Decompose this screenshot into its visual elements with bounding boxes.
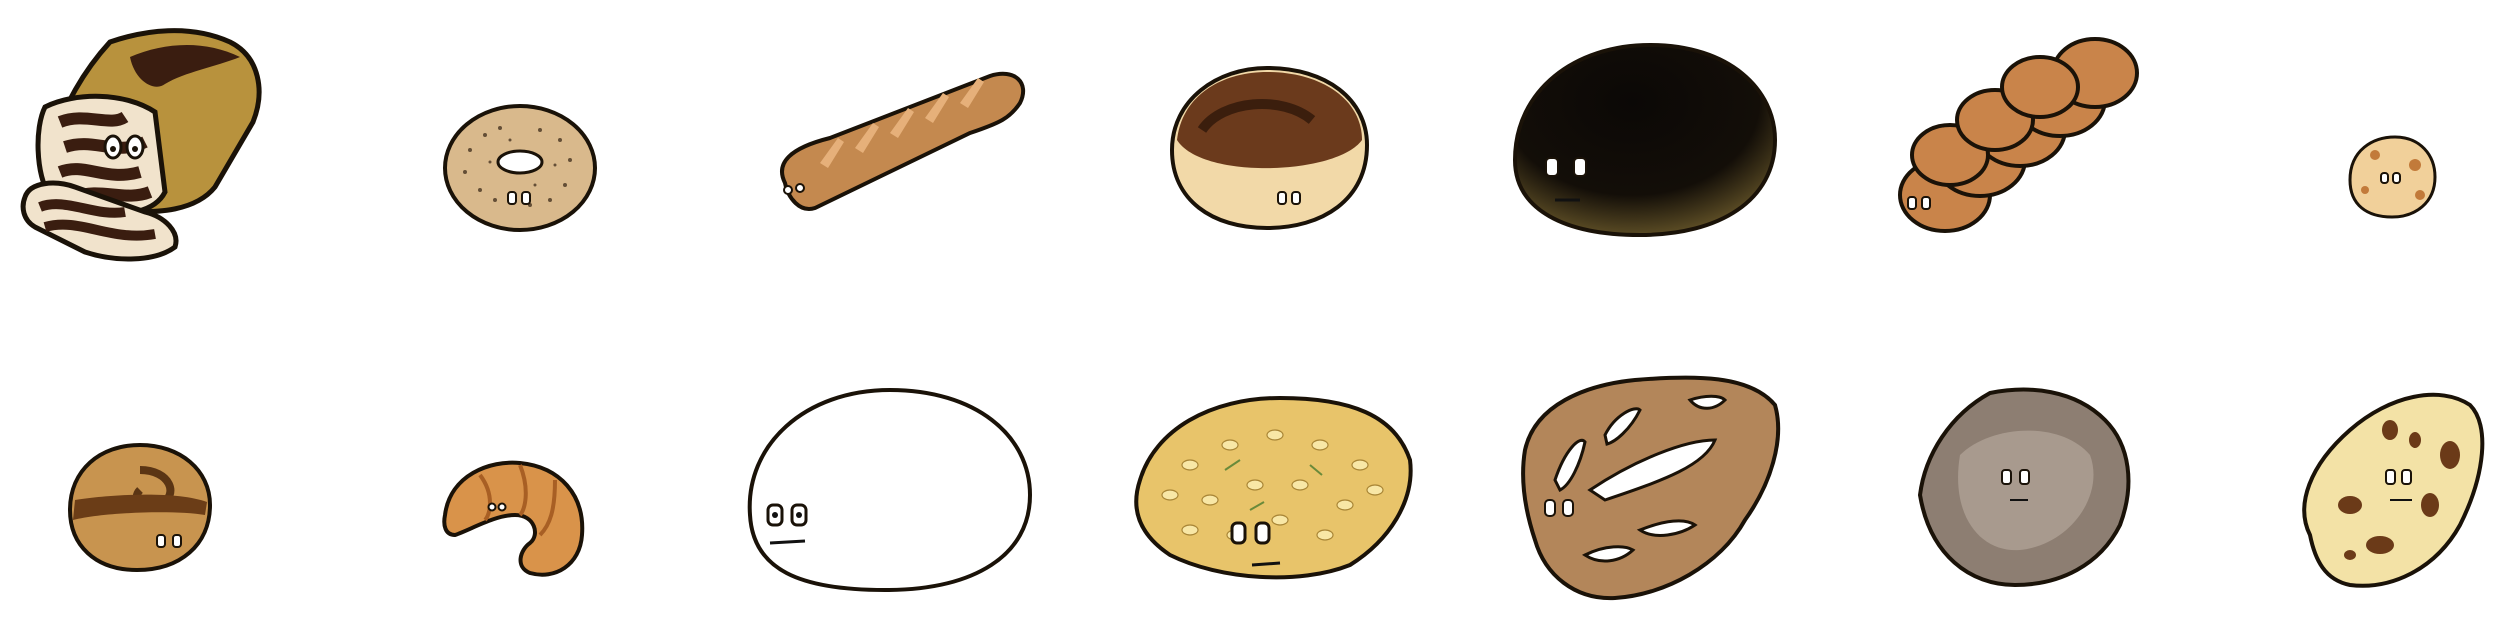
fougasse: [1515, 370, 1785, 605]
challah: [1890, 25, 2145, 240]
baguette: [770, 68, 1030, 218]
face: [1230, 521, 1281, 567]
charred-loaf: [1510, 40, 1780, 240]
face: [2001, 469, 2030, 501]
focaccia: [1130, 390, 1415, 585]
face: [1277, 191, 1301, 205]
face: [156, 534, 182, 548]
face: [1544, 499, 1574, 517]
burnt-bun: [1162, 60, 1372, 235]
face: [766, 503, 808, 545]
raw-dough: [745, 385, 1035, 595]
marble-loaf: [15, 12, 265, 272]
cinnamon-roll: [65, 440, 215, 575]
everything-bagel: [440, 100, 600, 235]
face: [783, 183, 805, 195]
face: [1545, 157, 1587, 202]
face: [487, 502, 507, 512]
small-roll: [2345, 135, 2440, 220]
face: [2385, 469, 2412, 501]
stone-loaf: [1910, 385, 2135, 590]
face: [2380, 172, 2401, 184]
face: [1907, 196, 1931, 210]
face: [507, 191, 531, 205]
croissant: [440, 455, 590, 585]
naan: [2290, 385, 2490, 595]
face: [103, 134, 145, 160]
